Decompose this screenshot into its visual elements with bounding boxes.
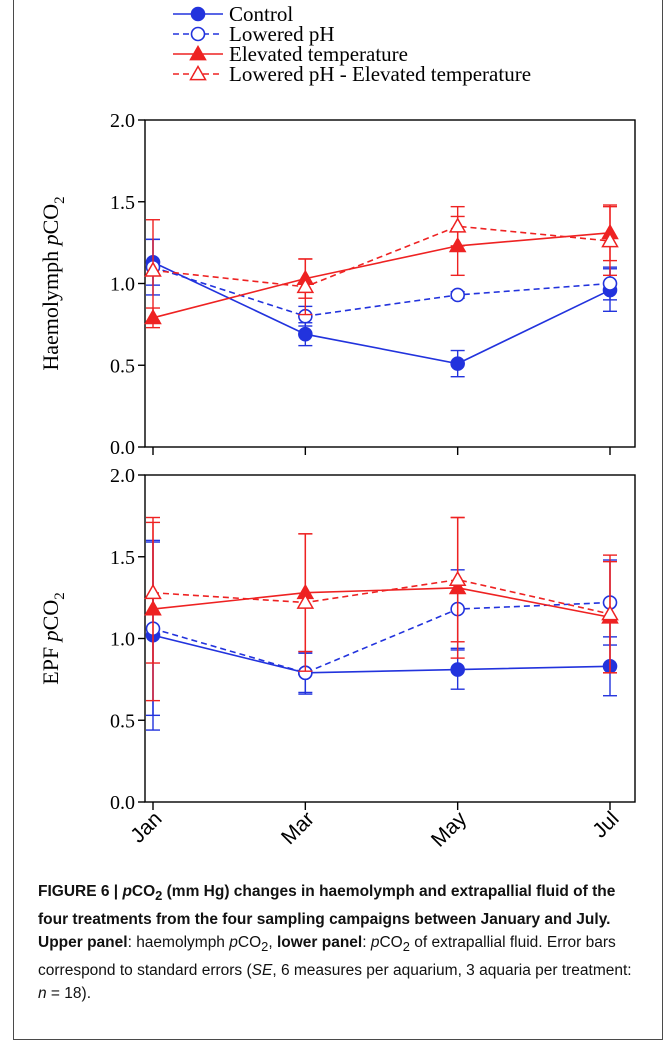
legend-item: Lowered pH — [173, 22, 335, 46]
figure-caption: FIGURE 6 | pCO2 (mm Hg) changes in haemo… — [38, 880, 643, 1006]
series-line — [152, 634, 611, 674]
caption-upper-text-2: , — [268, 934, 277, 952]
plot-frame — [144, 119, 636, 448]
y-tick-label: 0.0 — [110, 437, 135, 459]
caption-title-co: CO — [131, 883, 156, 900]
data-point — [448, 217, 467, 233]
legend-marker — [189, 44, 207, 61]
data-point — [602, 276, 618, 291]
caption-n: n — [38, 985, 47, 1003]
caption-title-sub: 2 — [155, 888, 163, 904]
caption-figure-label: FIGURE 6 | — [38, 883, 123, 900]
caption-n-text: = 18). — [46, 985, 91, 1003]
legend-label: Control — [229, 2, 293, 26]
x-tick-label: Jul — [588, 807, 623, 842]
y-tick-label: 0.0 — [110, 792, 135, 814]
y-tick-label: 1.5 — [110, 192, 135, 214]
y-axis-label: Haemolymph pCO2 — [38, 196, 68, 370]
data-point — [450, 356, 465, 371]
y-tick-label: 1.0 — [110, 274, 135, 296]
series-control — [145, 238, 618, 378]
series-lowered-ph — [145, 541, 618, 717]
series-elevated-temperature — [144, 204, 619, 329]
data-point — [144, 583, 162, 600]
series-line — [152, 601, 611, 674]
y-tick-label: 2.0 — [110, 110, 135, 132]
series-line — [152, 232, 611, 319]
data-point — [450, 287, 465, 303]
legend-item: Lowered pH - Elevated temperature — [173, 62, 531, 86]
caption-upper-sub: 2 — [261, 939, 269, 955]
legend-item: Elevated temperature — [173, 42, 408, 66]
caption-se: SE — [251, 961, 273, 979]
y-tick-label: 1.0 — [110, 629, 135, 651]
series-line — [152, 266, 611, 318]
caption-title-p: p — [122, 883, 132, 900]
lower-panel-epf: 0.0 0.5 1.0 1.5 2.0 EPF pCO2 — [38, 465, 636, 814]
legend-label: Lowered pH - Elevated temperature — [229, 62, 531, 86]
series-line — [152, 578, 611, 615]
caption-upper-p: p — [229, 934, 238, 952]
x-axis-ticks: Jan Mar May Jul — [126, 807, 623, 852]
y-tick-label: 0.5 — [110, 710, 135, 732]
data-point — [296, 277, 315, 294]
legend-item: Control — [173, 2, 293, 26]
y-tick-label: 1.5 — [110, 547, 135, 569]
legend-label: Elevated temperature — [229, 42, 408, 66]
legend-marker — [190, 26, 206, 42]
legend-label: Lowered pH — [229, 22, 335, 46]
data-point — [448, 570, 467, 587]
caption-lower-p: p — [370, 934, 380, 952]
caption-lower-sub: 2 — [402, 939, 410, 955]
caption-lower-co: CO — [379, 934, 403, 952]
caption-lower-text-1: : — [362, 934, 371, 952]
data-point — [601, 604, 619, 621]
y-axis-label: EPF pCO2 — [38, 592, 68, 684]
series-line — [152, 225, 611, 288]
upper-panel-haemolymph: 0.0 0.5 1.0 1.5 2.0 Haemolymph pCO2 — [38, 110, 636, 459]
series-lowered-ph-elevated-temperature — [144, 516, 619, 674]
data-point — [601, 231, 619, 248]
series-line — [152, 261, 611, 365]
x-tick-label: May — [427, 807, 472, 852]
y-tick-label: 2.0 — [110, 465, 135, 487]
caption-upper-co: CO — [237, 934, 262, 952]
series-lowered-ph-elevated-temperature — [144, 205, 619, 322]
caption-upper-label: Upper panel — [38, 934, 128, 952]
figure-frame — [13, 0, 663, 1040]
caption-lower-text-2: of extrapallial fluid. Error bars corres… — [38, 934, 616, 979]
plot-frame — [144, 474, 636, 803]
series-control — [145, 539, 618, 731]
data-point — [144, 261, 162, 277]
y-tick-label: 0.5 — [110, 355, 135, 377]
series-line — [152, 587, 611, 619]
caption-upper-text-1: : haemolymph — [127, 934, 230, 952]
data-point — [298, 326, 313, 342]
legend-marker — [189, 64, 207, 81]
legend-marker — [190, 6, 206, 22]
series-elevated-temperature — [144, 516, 619, 702]
x-tick-label: Mar — [277, 807, 319, 849]
data-point — [296, 593, 315, 609]
caption-lower-label: lower panel — [276, 934, 363, 952]
data-point — [450, 662, 465, 677]
series-lowered-ph — [145, 238, 618, 327]
caption-se-text: , 6 measures per aquarium, 3 aquaria per… — [272, 961, 632, 979]
caption-title-rest: (mm Hg) changes in haemolymph and extrap… — [38, 883, 616, 928]
